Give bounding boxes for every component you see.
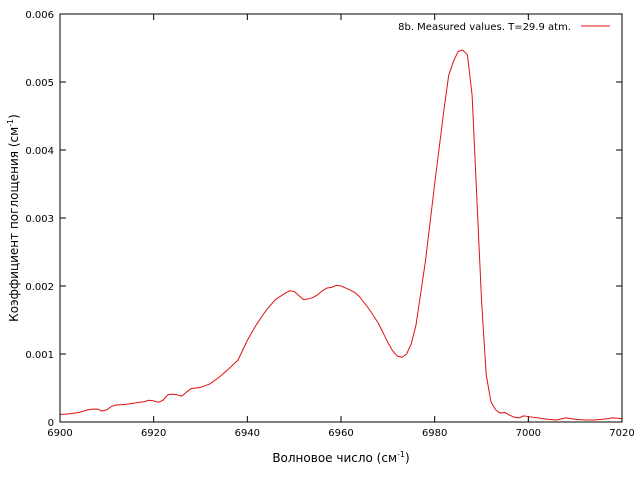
series-layer: [59, 49, 623, 421]
y-axis-label: Коэффициент поглощения (см-1): [6, 114, 21, 322]
x-ticks: 6900 6920 6940 6960 6980 7000 7020: [47, 14, 635, 439]
y-tick-label: 0.006: [25, 10, 54, 21]
y-tick-label: 0: [48, 418, 54, 429]
x-axis-label-sup: -1: [397, 450, 405, 459]
x-tick-label: 6920: [141, 428, 166, 439]
x-tick-label: 7000: [516, 428, 541, 439]
legend: 8b. Measured values. T=29.9 atm.: [398, 22, 610, 33]
y-axis-label-sup: -1: [6, 119, 15, 127]
series-line: [59, 49, 623, 421]
y-tick-label: 0.002: [25, 282, 54, 293]
x-tick-label: 6980: [422, 428, 447, 439]
x-tick-label: 6900: [47, 428, 72, 439]
legend-label: 8b. Measured values. T=29.9 atm.: [398, 22, 571, 33]
y-ticks: 0 0.001 0.002 0.003 0.004 0.005 0.006: [25, 10, 622, 429]
x-axis-label-text: Волновое число (см: [272, 451, 397, 465]
y-tick-label: 0.001: [25, 350, 54, 361]
x-tick-label: 7020: [609, 428, 634, 439]
y-axis-label-end: ): [7, 114, 21, 119]
y-tick-label: 0.005: [25, 78, 54, 89]
y-tick-label: 0.003: [25, 214, 54, 225]
x-tick-label: 6960: [328, 428, 353, 439]
y-tick-label: 0.004: [25, 146, 54, 157]
plot-frame: [59, 13, 623, 423]
x-axis-label: Волновое число (см-1): [272, 450, 409, 465]
y-axis-label-text: Коэффициент поглощения (см: [7, 127, 21, 322]
x-tick-label: 6940: [235, 428, 260, 439]
x-axis-label-end: ): [405, 451, 410, 465]
